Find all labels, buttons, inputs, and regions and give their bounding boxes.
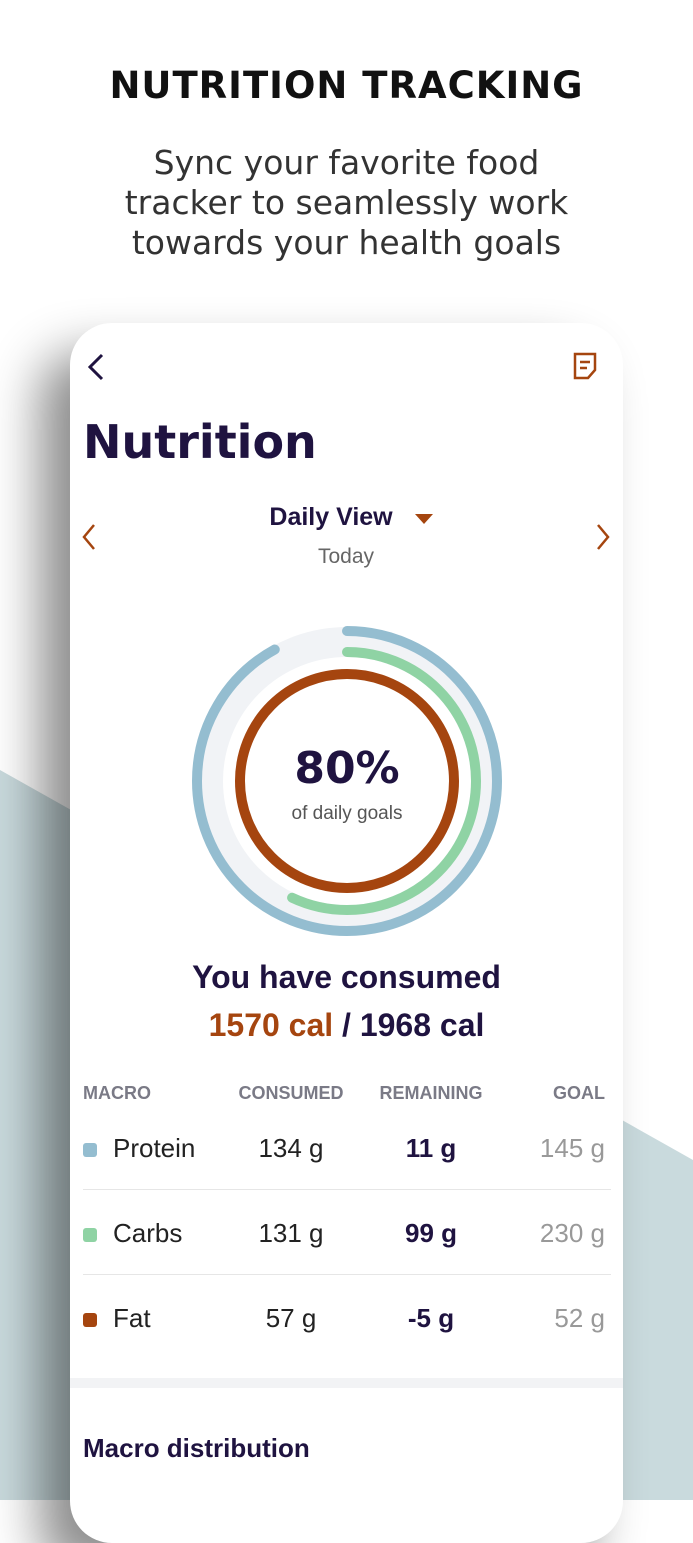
phone-screen: Nutrition Daily View Today 80% of daily … <box>70 323 623 1543</box>
subtitle-line: towards your health goals <box>131 223 562 262</box>
header-subtitle: Sync your favorite food tracker to seaml… <box>0 143 693 263</box>
consumed-amount: 1570 cal <box>208 1007 334 1043</box>
back-button[interactable] <box>87 353 104 381</box>
cell: 57 g <box>265 1303 317 1333</box>
column-header: MACRO <box>83 1083 151 1103</box>
macro-dot <box>83 1313 97 1327</box>
cell: 131 g <box>258 1218 324 1248</box>
section-title: Macro distribution <box>83 1433 310 1463</box>
ring-caption: of daily goals <box>291 803 403 824</box>
ring-percent: 80% <box>294 743 400 794</box>
cell: Carbs <box>113 1218 183 1248</box>
macro-dot <box>83 1143 97 1157</box>
prev-day[interactable] <box>82 524 95 550</box>
screen-title: Nutrition <box>83 415 317 469</box>
column-header: CONSUMED <box>238 1083 344 1103</box>
cell: 11 g <box>405 1133 457 1163</box>
cell: 134 g <box>258 1133 324 1163</box>
consumed-heading: You have consumed <box>192 959 501 995</box>
header-title: NUTRITION TRACKING <box>109 64 584 107</box>
cell: 230 g <box>539 1218 605 1248</box>
subtitle-line: tracker to seamlessly work <box>124 183 569 222</box>
column-header: REMAINING <box>379 1083 483 1103</box>
progress-rings <box>192 626 502 936</box>
screen-graphics <box>70 352 623 1388</box>
page: NUTRITION TRACKING Sync your favorite fo… <box>0 64 693 1500</box>
macro-dot <box>83 1228 97 1242</box>
cell: Fat <box>113 1303 151 1333</box>
row-divider <box>83 1189 611 1190</box>
cell: 99 g <box>404 1218 458 1248</box>
cell: 52 g <box>554 1303 605 1333</box>
next-day[interactable] <box>597 524 610 550</box>
view-dropdown[interactable] <box>415 514 433 524</box>
cell: Protein <box>113 1133 196 1163</box>
date-label: Today <box>317 545 375 568</box>
column-header: GOAL <box>553 1083 605 1103</box>
row-divider <box>83 1274 611 1275</box>
consumed-summary: 1570 cal / 1968 cal <box>70 1007 623 1044</box>
separator: / <box>342 1007 351 1043</box>
cell: -5 g <box>407 1303 455 1333</box>
consumed-goal: 1968 cal <box>359 1007 485 1043</box>
subtitle-line: Sync your favorite food <box>153 143 540 182</box>
notes-button[interactable] <box>573 352 597 380</box>
cell: 145 g <box>539 1133 605 1163</box>
view-selector[interactable]: Daily View <box>269 503 393 531</box>
